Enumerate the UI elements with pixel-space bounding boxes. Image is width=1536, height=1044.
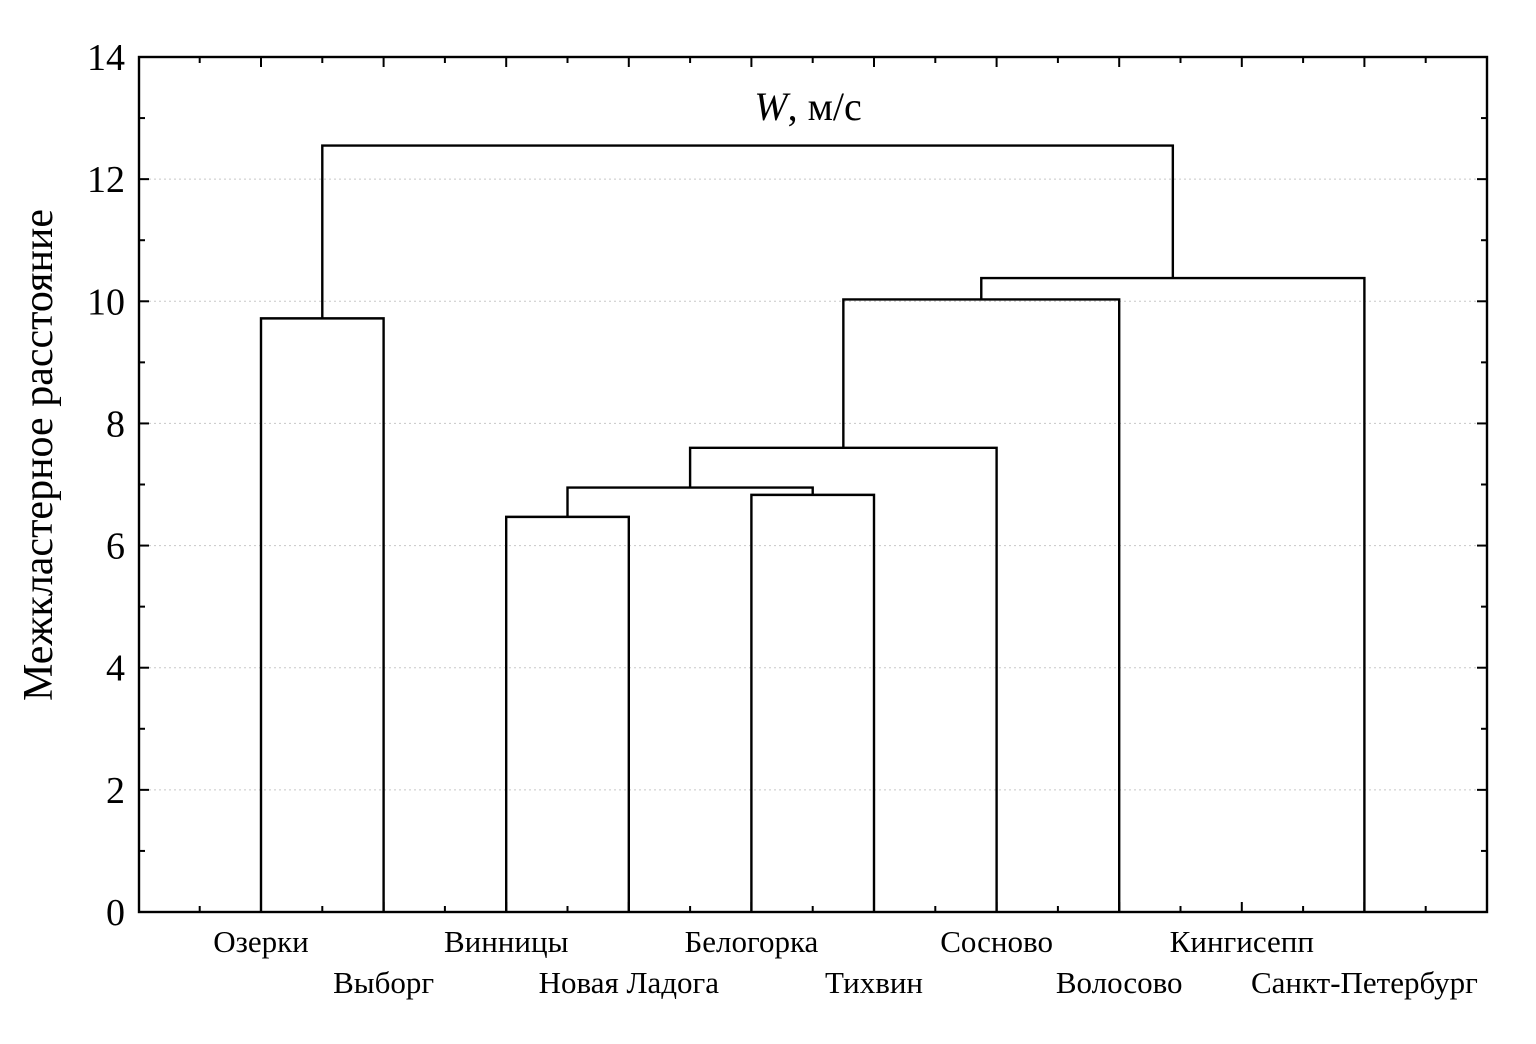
plot-frame [137, 55, 1489, 914]
leaf-labels: Озерки Выборг Винницы Новая Ладога Белогорка… [213, 924, 1478, 1000]
dendrogram-link [980, 276, 1366, 912]
leaf-label: Тихвин [825, 965, 923, 1000]
leaf-label: Санкт-Петербург [1251, 965, 1478, 1000]
leaf-label: Волосово [1056, 965, 1183, 1000]
leaf-label: Выборг [333, 965, 434, 1000]
chart-title: W, м/с [754, 84, 862, 129]
chart-title-unit: , м/с [788, 84, 862, 129]
leaf-label: Сосново [940, 924, 1053, 959]
dendrogram-link [321, 144, 1175, 319]
leaf-label: Белогорка [684, 924, 818, 959]
y-axis-label: Межкластерное расстояние [16, 209, 62, 701]
dendrogram-link [842, 298, 1121, 912]
y-tick-label: 0 [106, 892, 125, 934]
y-tick-label: 14 [87, 37, 125, 79]
y-tick-label: 10 [87, 281, 125, 323]
leaf-label: Винницы [444, 924, 569, 959]
y-tick-label: 4 [106, 648, 125, 690]
leaf-label: Кингисепп [1170, 924, 1314, 959]
dendrogram-link [688, 446, 998, 912]
dendrogram-link [566, 486, 814, 517]
axis-ticks: 0 2 4 6 8 10 12 14 [87, 37, 1487, 934]
y-tick-label: 8 [106, 403, 125, 445]
grid-lines [139, 178, 1487, 791]
leaf-label: Озерки [213, 924, 309, 959]
leaf-label: Новая Ладога [539, 965, 720, 1000]
dendrogram-link [750, 493, 876, 912]
dendrogram-link [259, 317, 385, 912]
y-tick-label: 2 [106, 770, 125, 812]
dendrogram-links [259, 144, 1366, 912]
chart-title-variable: W [754, 84, 791, 129]
dendrogram-link [505, 515, 630, 912]
y-tick-label: 6 [106, 526, 125, 568]
y-tick-label: 12 [87, 159, 125, 201]
